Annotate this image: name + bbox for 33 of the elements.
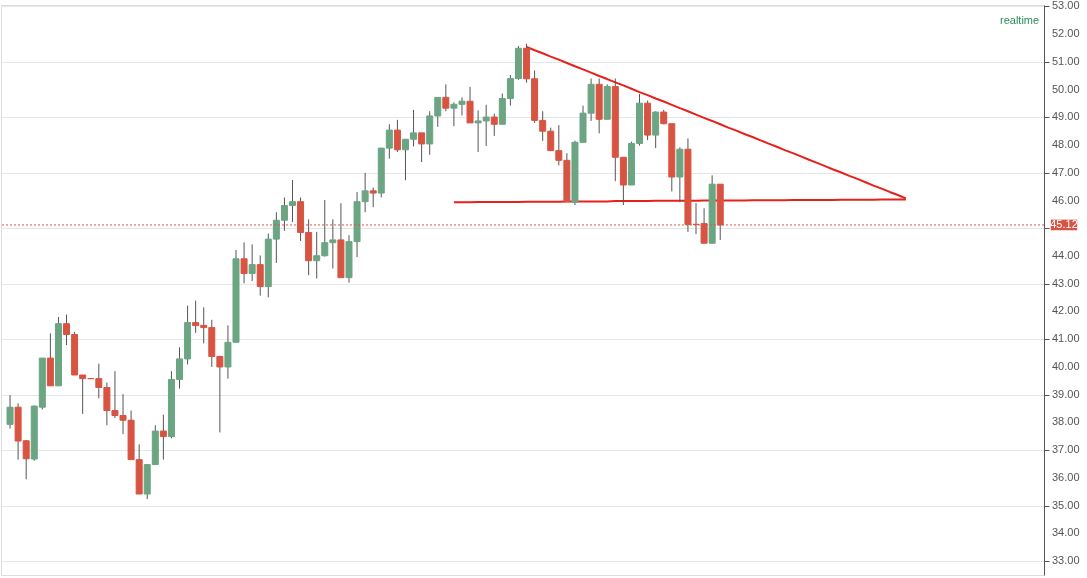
candlestick: [248, 243, 256, 282]
y-tick-label: 37.00: [1052, 443, 1080, 456]
y-tick-label: 43.00: [1052, 276, 1080, 289]
candlestick: [442, 83, 450, 112]
y-tick-label: 51.00: [1052, 54, 1080, 67]
candlestick: [369, 187, 377, 208]
y-tick-label: 48.00: [1052, 138, 1080, 151]
candlestick: [393, 119, 401, 153]
y-tick-label: 40.00: [1052, 359, 1080, 372]
y-tick-label: 35.00: [1052, 498, 1080, 511]
annotation: realtime: [1000, 14, 1040, 26]
y-tick-label: 50.00: [1052, 82, 1080, 95]
y-tick-label: 46.00: [1052, 193, 1080, 206]
candlestick: [6, 394, 14, 430]
candlestick: [256, 254, 264, 297]
candlestick: [418, 132, 426, 163]
y-tick-label: 36.00: [1052, 470, 1080, 483]
y-tick-label: 34.00: [1052, 526, 1080, 539]
y-tick-label: 49.00: [1052, 110, 1080, 123]
y-tick-label: 39.00: [1052, 387, 1080, 400]
candlestick: [652, 110, 660, 149]
candlestick: [466, 86, 474, 124]
candlestick: [490, 113, 498, 137]
y-tick-label: 38.00: [1052, 415, 1080, 428]
candlestick: [240, 241, 248, 284]
candlestick: [159, 414, 167, 461]
y-tick-label: 33.00: [1052, 554, 1080, 567]
y-tick-label: 53.00: [1052, 0, 1080, 12]
y-tick-label: 41.00: [1052, 332, 1080, 345]
y-tick-label: 42.00: [1052, 304, 1080, 317]
y-tick-label: 44.00: [1052, 249, 1080, 262]
y-tick-label: 52.00: [1052, 27, 1080, 40]
y-tick-label: 47.00: [1052, 165, 1080, 178]
